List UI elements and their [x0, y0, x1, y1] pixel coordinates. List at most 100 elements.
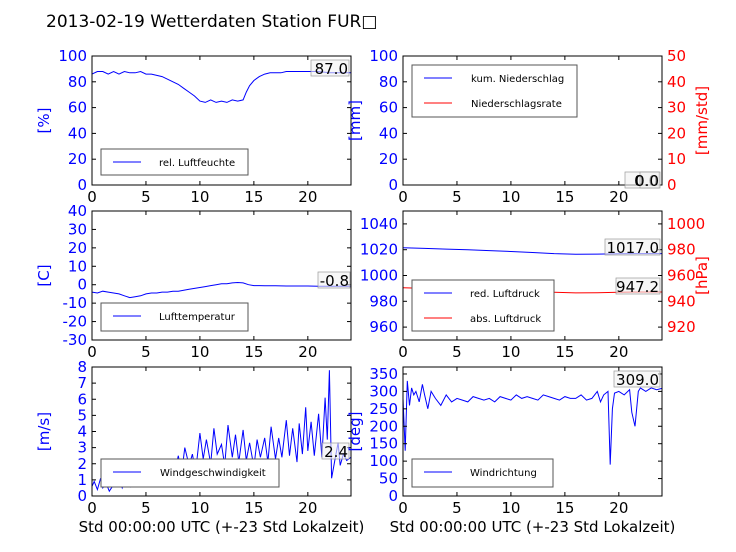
y-tick-label: 1020	[360, 241, 398, 259]
legend-label: red. Luftdruck	[470, 289, 540, 300]
last-value-2-box	[615, 277, 661, 295]
chart-humidity: 0 5 10 15 20 0 20 40 60 80 100 [%] rel. Luftfeuchte 8…	[35, 47, 352, 206]
series-line-wind_direction-0	[403, 380, 662, 465]
legend-box	[411, 279, 555, 332]
y-tick-label: 250	[369, 400, 398, 418]
y2-tick-label: 1000	[667, 215, 705, 233]
y-tick-label: 4	[77, 423, 87, 441]
x-tick-label: 0	[398, 188, 408, 206]
last-value-2-box	[639, 171, 661, 189]
y-tick-label: 5	[77, 406, 87, 424]
legend-label: kum. Niederschlag	[471, 74, 564, 85]
y-tick-label: 100	[369, 47, 398, 65]
legend-label: Lufttemperatur	[159, 312, 236, 323]
y-axis-label: [%]	[35, 108, 53, 134]
y-tick-label: 6	[77, 390, 87, 408]
x-tick-label: 10	[190, 499, 209, 517]
y-tick-label: 0	[388, 487, 398, 505]
legend-label: Niederschlagsrate	[471, 99, 562, 110]
y-tick-label: 150	[369, 435, 398, 453]
y-tick-label: 350	[369, 365, 398, 383]
y-tick-label: 7	[77, 374, 87, 392]
last-value: 87.0	[315, 60, 348, 78]
y-tick-label: -20	[63, 313, 88, 331]
chart-pressure: 0 5 10 15 20 960 980 1000 1020 1040 920 940 960 980 10…	[360, 210, 711, 361]
plot-frame	[402, 55, 663, 186]
y-axis-label: [m/s]	[35, 412, 53, 451]
y-tick-label: 20	[379, 150, 398, 168]
plot-frame	[91, 55, 352, 186]
y2-tick-label: 50	[667, 47, 686, 65]
y-tick-label: 3	[77, 439, 87, 457]
x-tick-label: 5	[452, 499, 462, 517]
last-value-box	[321, 442, 350, 460]
y-tick-label: 1040	[360, 215, 398, 233]
plot-frame	[402, 366, 663, 497]
last-value: 309.0	[616, 371, 659, 389]
y-tick-label: 1000	[360, 267, 398, 285]
y-tick-label: 20	[68, 150, 87, 168]
x-tick-label: 10	[501, 188, 520, 206]
last-value-2: 947.2	[616, 278, 659, 296]
last-value-box	[310, 59, 350, 77]
last-value-box	[604, 238, 661, 256]
y2-tick-label: 940	[667, 292, 696, 310]
x-tick-label: 15	[244, 343, 263, 361]
y-tick-label: 0	[77, 487, 87, 505]
legend-box	[411, 458, 554, 488]
last-value-box	[613, 370, 661, 388]
y-tick-label: 100	[58, 47, 87, 65]
y-tick-label: 80	[379, 73, 398, 91]
y-axis-label: [mm]	[346, 100, 364, 141]
legend-label: Windrichtung	[470, 468, 537, 479]
x-tick-label: 10	[190, 343, 209, 361]
x-tick-label: 20	[609, 499, 628, 517]
x-tick-label: 15	[555, 499, 574, 517]
x-tick-label: 5	[141, 343, 151, 361]
x-tick-label: 20	[298, 499, 317, 517]
y2-tick-label: 960	[667, 267, 696, 285]
x-tick-label: 5	[141, 188, 151, 206]
y2-tick-label: 980	[667, 241, 696, 259]
y2-axis-label: [mm/std]	[693, 86, 711, 155]
legend-box	[100, 302, 249, 332]
y-axis-label: [deg]	[346, 412, 364, 452]
y-tick-label: 60	[379, 99, 398, 117]
y-tick-label: 40	[379, 124, 398, 142]
y-tick-label: 30	[68, 220, 87, 238]
x-tick-label: 15	[555, 188, 574, 206]
y-tick-label: 40	[68, 124, 87, 142]
y-tick-label: 0	[77, 176, 87, 194]
y2-tick-label: 40	[667, 73, 686, 91]
x-tick-label: 5	[452, 188, 462, 206]
y-tick-label: 980	[369, 292, 398, 310]
x-tick-label: 0	[87, 188, 97, 206]
legend-box	[411, 64, 578, 118]
legend-label: rel. Luftfeuchte	[159, 158, 235, 169]
x-tick-label: 15	[555, 343, 574, 361]
x-tick-label: 20	[298, 343, 317, 361]
y-tick-label: 0	[388, 176, 398, 194]
x-tick-label: 10	[501, 499, 520, 517]
y2-tick-label: 20	[667, 124, 686, 142]
x-axis-label: Std 00:00:00 UTC (+-23 Std Lokalzeit)	[390, 518, 676, 536]
y-tick-label: 60	[68, 99, 87, 117]
chart-temperature: 0 5 10 15 20-30-20-10010203040[C]Lufttempera…	[35, 202, 352, 361]
y2-tick-label: 920	[667, 318, 696, 336]
x-tick-label: 0	[87, 499, 97, 517]
chart-precipitation: 0 5 10 15 20 0 20 40 60 80 100 0 10 20 30 40 50 [mm] [mm/s…	[346, 47, 711, 206]
y-tick-label: 50	[379, 470, 398, 488]
x-tick-label: 10	[190, 188, 209, 206]
x-axis-label: Std 00:00:00 UTC (+-23 Std Lokalzeit)	[79, 518, 365, 536]
page-title: 2013-02-19 Wetterdaten Station FUR□	[46, 12, 377, 32]
last-value-box	[317, 271, 351, 289]
y-tick-label: -30	[63, 331, 88, 349]
last-value: 2.4	[324, 443, 348, 461]
x-tick-label: 20	[609, 343, 628, 361]
y-tick-label: -10	[63, 294, 88, 312]
plot-frame	[91, 210, 352, 341]
y-tick-label: 20	[68, 239, 87, 257]
